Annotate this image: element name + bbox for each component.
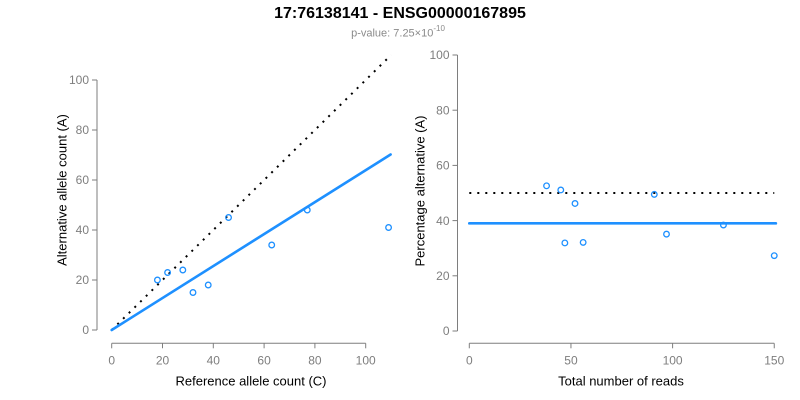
regression-line <box>110 153 392 332</box>
right-plot-ylabel: Percentage alternative (A) <box>412 115 428 267</box>
y-tick-label: 40 <box>76 223 90 237</box>
y-tick-label: 80 <box>436 103 450 117</box>
data-point <box>650 190 658 198</box>
data-point <box>561 239 569 247</box>
left-plot-ylabel: Alternative allele count (A) <box>54 114 70 266</box>
y-tick-label: 60 <box>436 159 450 173</box>
right-plot-xlabel: Total number of reads <box>558 373 684 389</box>
data-point <box>303 206 311 214</box>
x-tick-label: 50 <box>564 353 578 367</box>
data-point <box>204 281 212 289</box>
x-tick-label: 100 <box>663 353 683 367</box>
data-point <box>268 241 276 249</box>
data-point <box>189 289 197 296</box>
data-point <box>719 221 727 229</box>
x-tick-label: 150 <box>764 353 784 367</box>
y-tick-label: 0 <box>443 324 450 338</box>
data-point <box>225 214 232 221</box>
figure-title: 17:76138141 - ENSG00000167895 <box>274 5 526 22</box>
y-tick-label: 100 <box>69 73 89 87</box>
y-tick-label: 60 <box>76 173 90 187</box>
pvalue-exponent: -10 <box>433 24 445 33</box>
x-tick-label: 0 <box>466 353 473 367</box>
data-point <box>179 266 187 274</box>
y-tick-label: 20 <box>76 273 90 287</box>
pvalue-subtitle: p-value: 7.25×10-10 <box>0 24 796 40</box>
data-point <box>153 276 161 284</box>
y-tick-label: 20 <box>436 269 450 283</box>
y-tick-label: 0 <box>82 323 89 337</box>
x-tick-label: 0 <box>108 353 115 367</box>
left-plot: 0 20 40 60 80 100 0 20 40 60 80 100 <box>69 54 393 367</box>
data-point <box>164 269 172 276</box>
pvalue-text: p-value: 7.25×10 <box>351 27 434 40</box>
x-tick-label: 60 <box>257 353 271 367</box>
y-tick-label: 40 <box>436 214 450 228</box>
x-tick-label: 80 <box>308 353 322 367</box>
x-tick-label: 40 <box>207 353 221 367</box>
data-point <box>770 252 778 260</box>
left-plot-xlabel: Reference allele count (C) <box>175 373 327 389</box>
data-point <box>579 238 587 246</box>
identity-line <box>110 54 392 331</box>
y-tick-label: 100 <box>429 48 449 62</box>
right-plot: 0 50 100 150 0 20 40 60 80 100 <box>429 48 784 367</box>
y-tick-label: 80 <box>76 123 90 137</box>
data-point <box>663 230 670 238</box>
data-point <box>543 182 551 190</box>
x-tick-label: 100 <box>356 353 376 367</box>
data-point <box>385 224 393 231</box>
data-point <box>557 186 565 194</box>
data-point <box>571 200 579 207</box>
x-tick-label: 20 <box>156 353 170 367</box>
